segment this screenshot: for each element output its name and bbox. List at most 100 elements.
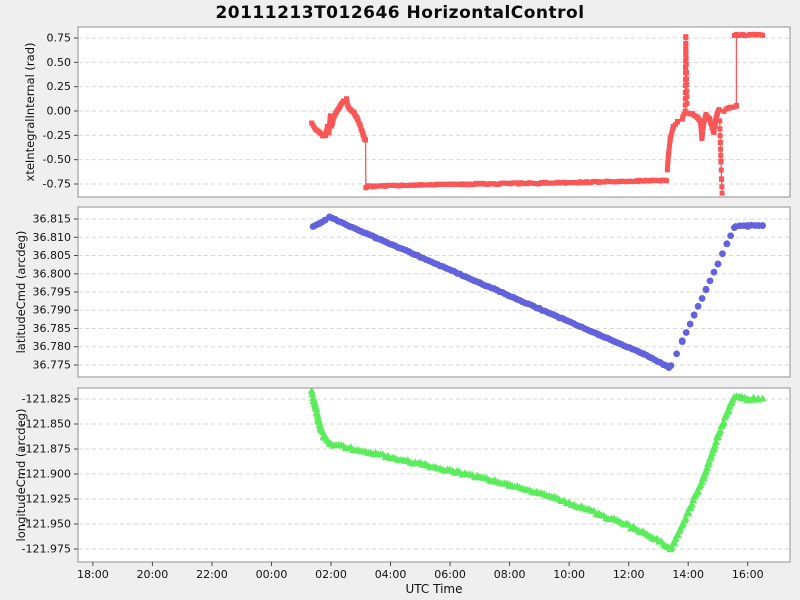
square-marker bbox=[683, 69, 689, 75]
x-tick-label: 06:00 bbox=[434, 568, 466, 581]
square-marker bbox=[714, 110, 720, 116]
y-tick-label: -0.75 bbox=[43, 177, 71, 190]
y-tick-label: -0.25 bbox=[43, 129, 71, 142]
square-marker bbox=[357, 123, 363, 129]
plot-frame bbox=[77, 206, 791, 378]
x-tick-label: 16:00 bbox=[732, 568, 764, 581]
square-marker bbox=[683, 48, 689, 54]
y-tick-label: 36.780 bbox=[33, 340, 72, 353]
x-tick-label: 00:00 bbox=[256, 568, 288, 581]
square-marker bbox=[719, 176, 725, 182]
square-marker bbox=[713, 118, 719, 124]
circle-marker bbox=[719, 250, 726, 258]
circle-marker bbox=[694, 302, 702, 310]
circle-marker bbox=[702, 285, 710, 293]
y-tick-label: -121.950 bbox=[22, 518, 71, 531]
y-tick-label: 36.775 bbox=[33, 358, 72, 371]
square-marker bbox=[672, 122, 678, 128]
square-marker bbox=[666, 144, 672, 150]
square-marker bbox=[684, 76, 690, 82]
y-tick-label: 36.795 bbox=[33, 286, 72, 299]
square-marker bbox=[718, 152, 724, 158]
latitudeCmd-series bbox=[309, 213, 767, 371]
plot-frame bbox=[77, 26, 791, 198]
square-marker bbox=[683, 64, 689, 70]
triangle-marker bbox=[703, 463, 712, 471]
square-marker bbox=[683, 55, 689, 61]
triangle-marker bbox=[711, 437, 720, 445]
square-marker bbox=[702, 116, 708, 122]
x-tick-label: 14:00 bbox=[672, 568, 704, 581]
square-marker bbox=[683, 42, 689, 48]
circle-marker bbox=[667, 362, 675, 370]
y-tick-label: -121.975 bbox=[22, 543, 71, 556]
circle-marker bbox=[682, 329, 690, 336]
square-marker bbox=[668, 132, 674, 138]
square-marker bbox=[664, 167, 670, 173]
y-tick-label: 36.810 bbox=[33, 231, 72, 244]
circle-marker bbox=[706, 277, 714, 285]
triangle-marker bbox=[312, 404, 321, 412]
square-marker bbox=[712, 121, 718, 127]
triangle-marker bbox=[681, 514, 690, 522]
triangle-marker bbox=[684, 509, 693, 517]
x-tick-label: 04:00 bbox=[375, 568, 407, 581]
circle-marker bbox=[714, 260, 722, 268]
triangle-marker bbox=[694, 487, 703, 495]
circle-marker bbox=[673, 350, 680, 358]
y-tick-label: 36.790 bbox=[33, 304, 72, 317]
square-marker bbox=[684, 100, 690, 106]
y-tick-label: -121.875 bbox=[22, 443, 71, 456]
plot-area bbox=[78, 388, 790, 562]
square-marker bbox=[320, 133, 326, 139]
square-marker bbox=[711, 127, 717, 133]
y-tick-label: 0.75 bbox=[47, 31, 72, 44]
square-marker bbox=[667, 142, 673, 148]
square-marker bbox=[665, 159, 671, 165]
subplot-xteintegralinternal: 0.75 0.50 0.25 0.00 -0.25 -0.50 -0.75 xteIntegr… bbox=[23, 26, 791, 198]
square-marker bbox=[344, 99, 350, 105]
longitudeCmd-series bbox=[307, 388, 767, 553]
square-marker bbox=[363, 137, 369, 143]
triangle-marker bbox=[315, 418, 324, 426]
y-axis-label: longitudeCmd (arcdeg) bbox=[14, 409, 28, 542]
square-marker bbox=[733, 103, 739, 109]
square-marker bbox=[663, 178, 669, 184]
x-tick-label: 10:00 bbox=[553, 568, 585, 581]
square-marker bbox=[717, 126, 723, 132]
square-marker bbox=[667, 136, 673, 142]
y-tick-label: -121.850 bbox=[22, 418, 71, 431]
y-tick-label: 0.50 bbox=[47, 56, 72, 69]
square-marker bbox=[665, 156, 671, 162]
x-tick-label: 08:00 bbox=[494, 568, 526, 581]
square-marker bbox=[718, 158, 724, 164]
circle-marker bbox=[723, 240, 731, 248]
square-marker bbox=[665, 153, 671, 159]
square-marker bbox=[341, 98, 347, 104]
x-axis: 18:00 20:00 22:00 00:00 02:00 04:00 06:00 08:00… bbox=[77, 562, 764, 596]
y-tick-label: -121.900 bbox=[22, 468, 71, 481]
y-axis-label: xteIntegralInternal (rad) bbox=[23, 43, 37, 182]
triangle-marker bbox=[687, 500, 696, 508]
square-marker bbox=[698, 119, 704, 125]
triangle-marker bbox=[313, 411, 322, 419]
triangle-marker bbox=[758, 394, 767, 402]
square-marker bbox=[355, 118, 361, 124]
triangle-marker bbox=[307, 388, 316, 394]
xteIntegralInternal-series bbox=[309, 31, 766, 196]
x-tick-label: 20:00 bbox=[137, 568, 169, 581]
square-marker bbox=[354, 115, 360, 121]
circle-marker bbox=[690, 311, 698, 319]
y-axis-label: latitudeCmd (arcdeg) bbox=[14, 231, 28, 354]
circle-marker bbox=[759, 222, 767, 229]
plot-frame bbox=[77, 387, 791, 563]
triangle-marker bbox=[716, 426, 725, 434]
square-marker bbox=[665, 163, 671, 169]
square-marker bbox=[684, 88, 690, 94]
plot-area bbox=[78, 207, 790, 377]
square-marker bbox=[683, 51, 689, 57]
y-tick-label: 36.785 bbox=[33, 322, 72, 335]
circle-marker bbox=[727, 232, 735, 240]
square-marker bbox=[674, 118, 680, 124]
